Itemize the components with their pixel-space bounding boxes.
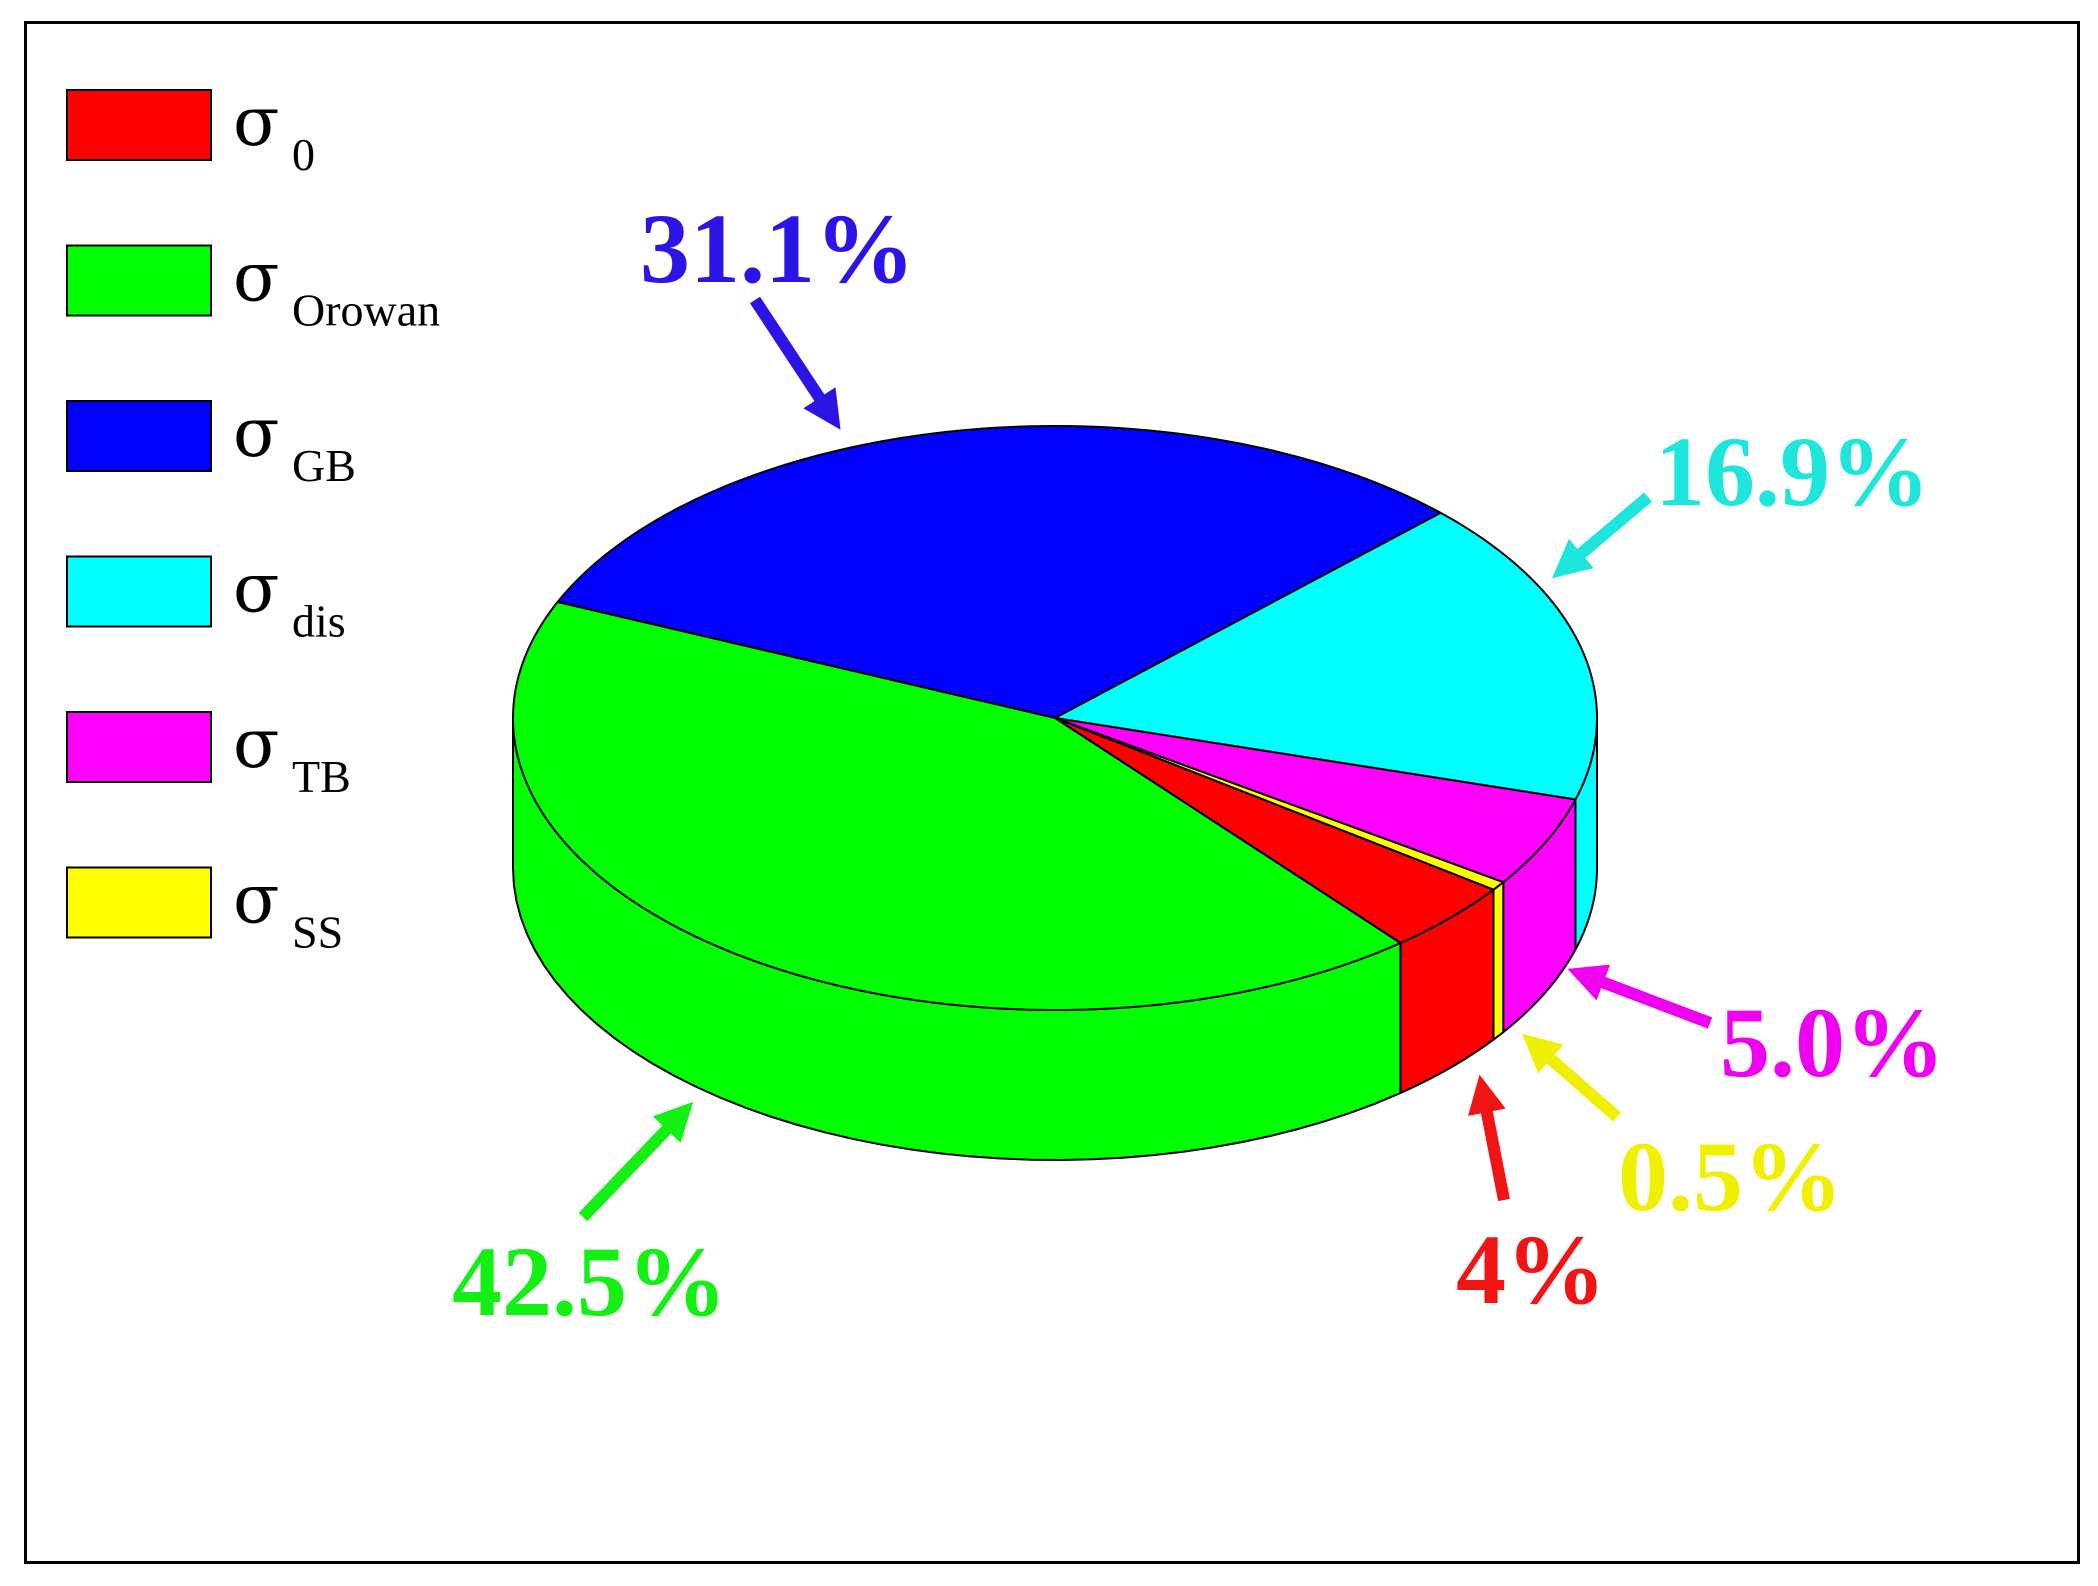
arrow-sigma-ss [1521, 1033, 1621, 1122]
legend-swatch [66, 400, 212, 472]
arrow-sigma-dis [1552, 492, 1652, 579]
arrow-sigma-tb [1567, 964, 1713, 1029]
legend-subscript: TB [292, 751, 351, 802]
arrow-sigma-0 [1468, 1074, 1510, 1202]
pie-sides [512, 717, 1598, 1161]
legend-item-sigma-ss: σ SS [66, 861, 343, 958]
legend-symbol: σ [233, 705, 279, 784]
percent-label: 42.5% [452, 1226, 727, 1337]
pie-slice-sigma-gb [556, 425, 1442, 719]
data-label-sigma-tb: 5.0% [1567, 964, 1945, 1098]
percent-label: 0.5% [1618, 1121, 1843, 1232]
legend-swatch [66, 89, 212, 161]
legend-subscript: SS [292, 907, 343, 958]
legend-swatch [66, 244, 212, 317]
pie-top [512, 425, 1598, 1011]
legend-subscript: dis [292, 596, 346, 647]
legend-swatch [66, 555, 212, 628]
legend-item-sigma-orowan: σ Orowan [66, 239, 440, 336]
data-label-sigma-dis: 16.9% [1552, 416, 1930, 579]
legend-symbol: σ [233, 83, 279, 162]
legend-symbol: σ [233, 394, 279, 473]
legend-subscript: 0 [292, 129, 315, 180]
legend-item-sigma-tb: σ TB [66, 705, 351, 802]
legend-item-sigma-dis: σ dis [66, 550, 346, 647]
legend-subscript: Orowan [292, 285, 440, 336]
legend-swatch [66, 711, 212, 783]
legend-swatch [66, 866, 212, 939]
pie-slice-sigma-0 [1054, 717, 1495, 944]
arrow-sigma-gb [749, 296, 841, 430]
pie-slice-sigma-dis [1054, 511, 1598, 801]
data-label-sigma-gb: 31.1% [640, 193, 915, 430]
legend-symbol: σ [233, 550, 279, 629]
data-label-sigma-ss: 0.5% [1521, 1033, 1843, 1232]
percent-label: 31.1% [640, 193, 915, 304]
pie-slice-sigma-tb [1054, 717, 1577, 884]
percent-label: 4% [1456, 1214, 1606, 1325]
arrow-sigma-orowan [578, 1101, 694, 1222]
legend-subscript: GB [292, 440, 356, 491]
pie-side-sigma-ss [1492, 880, 1505, 1042]
percent-label: 5.0% [1720, 987, 1945, 1098]
percent-label: 16.9% [1655, 416, 1930, 527]
legend-symbol: σ [233, 239, 279, 318]
pie-slice-sigma-orowan [512, 601, 1402, 1011]
data-labels: 31.1% 16.9% 5.0% 0.5%4% 42.5% [452, 193, 1945, 1337]
legend-item-sigma-gb: σ GB [66, 394, 356, 491]
data-label-sigma-0: 4% [1456, 1074, 1606, 1325]
data-label-sigma-orowan: 42.5% [452, 1101, 727, 1337]
legend-symbol: σ [233, 861, 279, 940]
